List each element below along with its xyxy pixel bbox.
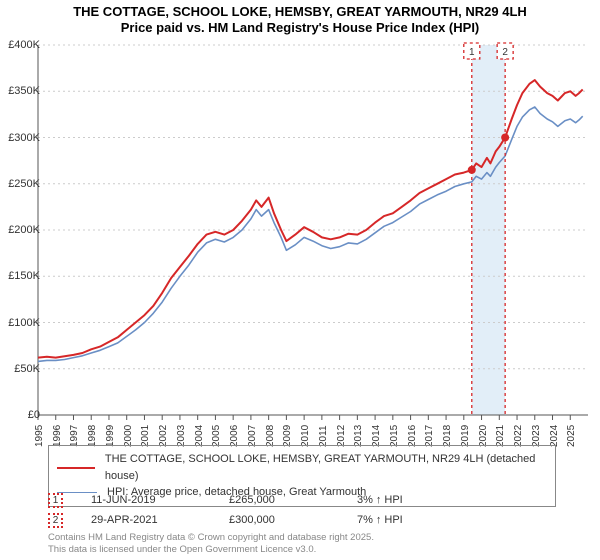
x-tick-label: 2021 [495, 425, 506, 447]
sale-pct: 3% ↑ HPI [357, 494, 403, 506]
x-tick-label: 2014 [371, 425, 382, 447]
y-tick-label: £200K [8, 224, 40, 236]
x-tick-label: 2009 [282, 425, 293, 447]
x-tick-label: 1995 [34, 425, 45, 447]
legend-swatch [57, 467, 95, 469]
x-tick-label: 2000 [123, 425, 134, 447]
sale-row: 1 11-JUN-2019 £265,000 3% ↑ HPI [48, 490, 556, 510]
x-tick-label: 2018 [442, 425, 453, 447]
sales-table: 1 11-JUN-2019 £265,000 3% ↑ HPI 2 29-APR-2021… [48, 490, 556, 530]
sale-price: £265,000 [229, 494, 329, 506]
chart-area: 12 [38, 45, 588, 415]
x-tick-label: 2005 [211, 425, 222, 447]
footer-attribution: Contains HM Land Registry data © Crown c… [48, 532, 374, 556]
x-tick-label: 2022 [513, 425, 524, 447]
sale-date: 29-APR-2021 [91, 514, 201, 526]
x-tick-label: 2016 [407, 425, 418, 447]
x-tick-label: 2007 [247, 425, 258, 447]
y-tick-label: £250K [8, 178, 40, 190]
svg-text:1: 1 [469, 47, 475, 58]
title-line-1: THE COTTAGE, SCHOOL LOKE, HEMSBY, GREAT … [73, 4, 527, 19]
y-tick-label: £100K [8, 317, 40, 329]
y-tick-label: £0 [28, 409, 40, 421]
x-tick-label: 2024 [549, 425, 560, 447]
arrow-up-icon: ↑ [376, 514, 382, 526]
y-tick-label: £150K [8, 270, 40, 282]
x-tick-label: 2004 [194, 425, 205, 447]
sale-number-box: 1 [48, 493, 63, 508]
arrow-up-icon: ↑ [376, 494, 382, 506]
x-tick-label: 2006 [229, 425, 240, 447]
sale-price: £300,000 [229, 514, 329, 526]
y-tick-label: £300K [8, 132, 40, 144]
x-tick-label: 2015 [389, 425, 400, 447]
x-tick-label: 2012 [336, 425, 347, 447]
sale-number-box: 2 [48, 513, 63, 528]
page-root: THE COTTAGE, SCHOOL LOKE, HEMSBY, GREAT … [0, 0, 600, 560]
legend-item: THE COTTAGE, SCHOOL LOKE, HEMSBY, GREAT … [57, 451, 547, 484]
sale-date: 11-JUN-2019 [91, 494, 201, 506]
x-tick-label: 2003 [176, 425, 187, 447]
title-line-2: Price paid vs. HM Land Registry's House … [121, 20, 480, 35]
y-tick-label: £400K [8, 39, 40, 51]
x-tick-label: 2002 [158, 425, 169, 447]
y-tick-label: £50K [14, 363, 40, 375]
x-tick-label: 2019 [460, 425, 471, 447]
x-tick-label: 2017 [424, 425, 435, 447]
x-tick-label: 2025 [566, 425, 577, 447]
x-tick-label: 1997 [69, 425, 80, 447]
legend-label: THE COTTAGE, SCHOOL LOKE, HEMSBY, GREAT … [105, 451, 547, 484]
x-tick-label: 1998 [87, 425, 98, 447]
sale-row: 2 29-APR-2021 £300,000 7% ↑ HPI [48, 510, 556, 530]
x-tick-label: 1999 [105, 425, 116, 447]
x-tick-label: 2008 [265, 425, 276, 447]
footer-line-1: Contains HM Land Registry data © Crown c… [48, 532, 374, 543]
x-tick-label: 2013 [353, 425, 364, 447]
x-tick-label: 2010 [300, 425, 311, 447]
x-tick-label: 2023 [531, 425, 542, 447]
x-tick-label: 2020 [478, 425, 489, 447]
chart-svg: 12 [38, 45, 588, 415]
chart-title: THE COTTAGE, SCHOOL LOKE, HEMSBY, GREAT … [0, 4, 600, 37]
x-tick-label: 1996 [52, 425, 63, 447]
x-tick-label: 2011 [318, 425, 329, 447]
x-tick-label: 2001 [140, 425, 151, 447]
y-tick-label: £350K [8, 85, 40, 97]
sale-pct: 7% ↑ HPI [357, 514, 403, 526]
svg-text:2: 2 [502, 47, 508, 58]
footer-line-2: This data is licensed under the Open Gov… [48, 544, 316, 555]
